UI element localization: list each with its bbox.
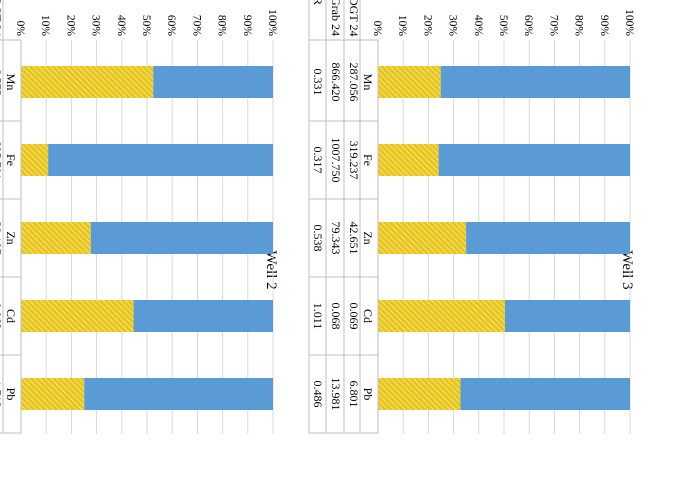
well2-category-label: Zn: [4, 231, 18, 244]
well2-value-dgt: 39.197: [0, 222, 4, 255]
well2-y-tick-label: 70%: [190, 15, 202, 37]
well3-y-tick-label: 10%: [396, 15, 408, 37]
well3-bar-grab-zn: [466, 222, 630, 254]
well2-category-label: Cd: [4, 309, 18, 323]
well2-y-tick-label: 50%: [140, 15, 152, 37]
well2-value-dgt: 6.575: [0, 69, 4, 96]
well2-y-tick-label: 80%: [216, 15, 228, 37]
well2-bar-dgt-pb: [20, 378, 85, 410]
well2-bars: [20, 66, 273, 410]
well2-panel: Well 2 0% 10% 20% 30% 40% 50% 60% 70% 80% 90% 100% P…: [0, 0, 279, 434]
well3-bar-dgt-fe: [378, 144, 439, 176]
well3-value-grab: 866.420: [329, 63, 343, 102]
well2-bar-grab-zn: [90, 222, 273, 254]
well2-y-tick-label: 90%: [241, 15, 253, 37]
well2-y-tick-label: 40%: [115, 15, 127, 37]
well2-category-label: Mn: [4, 74, 18, 91]
well3-bar-grab-fe: [438, 144, 630, 176]
well3-y-tick-label: 100%: [623, 9, 635, 36]
well3-value-dgt: 6.801: [347, 381, 361, 408]
well3-data-table: Mn Fe Zn Cd Pb DGT 24 287.056 319.237 42.651 0.06…: [308, 0, 379, 434]
well3-value-r: 0.317: [311, 147, 325, 174]
well3-y-tick-label: 30%: [447, 15, 459, 37]
well2-y-tick-label: 10%: [39, 15, 51, 37]
well2-bar-grab-fe: [48, 144, 273, 176]
well3-value-grab: 0.068: [329, 303, 343, 330]
well3-bar-grab-pb: [460, 378, 630, 410]
well2-bar-grab-mn: [153, 66, 273, 98]
well2-y-tick-label: 0%: [14, 21, 26, 37]
well3-bar-dgt-mn: [377, 66, 441, 98]
well3-y-tick-label: 60%: [522, 15, 534, 37]
well3-category-label: Pb: [361, 388, 375, 401]
well3-value-dgt: 42.651: [347, 222, 361, 255]
well3-series-label: Grab 24: [329, 0, 343, 36]
well3-series-label: R: [311, 0, 325, 5]
well3-value-dgt: 287.056: [347, 63, 361, 102]
well2-bar-dgt-zn: [21, 222, 91, 254]
well2-bar-dgt-mn: [21, 66, 154, 98]
well3-category-label: Cd: [361, 309, 375, 323]
well2-bar-grab-pb: [84, 378, 273, 410]
well3-y-ticks: 0% 10% 20% 30% 40% 50% 60% 70% 80% 90% 100%: [371, 9, 635, 36]
well2-value-dgt: 1.718: [0, 381, 4, 408]
well2-y-tick-label: 100%: [266, 9, 278, 36]
well3-series-label: DGT 24: [347, 0, 361, 36]
well3-value-r: 0.331: [311, 69, 325, 96]
well3-y-tick-label: 80%: [573, 15, 585, 37]
well3-bar-grab-cd: [504, 300, 630, 332]
well3-value-r: 1.011: [311, 303, 325, 330]
well3-value-dgt: 0.069: [347, 303, 361, 330]
well3-panel: Well 3 0% 10% 20% 30% 40% 50% 60% 70% 80% 90% 100% P…: [308, 0, 635, 434]
well3-y-tick-label: 20%: [421, 15, 433, 37]
well2-y-tick-label: 60%: [165, 15, 177, 37]
well3-category-label: Zn: [361, 231, 375, 244]
well3-y-tick-label: 40%: [472, 15, 484, 37]
well3-value-r: 0.486: [311, 381, 325, 408]
well2-category-label: Fe: [4, 154, 18, 166]
well3-y-tick-label: 70%: [547, 15, 559, 37]
well3-value-grab: 1007.750: [329, 138, 343, 183]
well3-value-grab: 13.981: [329, 378, 343, 411]
well3-bar-dgt-zn: [378, 222, 467, 254]
well2-title: Well 2: [263, 250, 279, 289]
well3-bar-grab-mn: [440, 66, 630, 98]
well2-category-label: Pb: [4, 388, 18, 401]
well3-value-grab: 79.343: [329, 222, 343, 255]
well2-bar-dgt-cd: [21, 300, 134, 332]
well2-y-tick-label: 20%: [64, 15, 76, 37]
well3-value-r: 0.538: [311, 225, 325, 252]
well2-data-table: Mn Fe Zn Cd Pb DGT 24 6.575 695.701 39.197 0.063 1…: [0, 0, 22, 434]
well2-series-label: DGT 24: [0, 0, 4, 36]
well3-bars: [377, 66, 630, 410]
well3-bar-dgt-cd: [378, 300, 505, 332]
well2-bar-dgt-fe: [21, 144, 49, 176]
well2-y-tick-label: 30%: [90, 15, 102, 37]
well3-title: Well 3: [619, 250, 635, 289]
well3-bar-dgt-pb: [378, 378, 461, 410]
well2-value-dgt: 0.063: [0, 303, 4, 330]
well3-category-label: Mn: [361, 74, 375, 91]
well3-y-tick-label: 0%: [371, 21, 383, 37]
well2-value-dgt: 695.701: [0, 141, 4, 180]
well3-y-tick-label: 90%: [598, 15, 610, 37]
well3-y-tick-label: 50%: [497, 15, 509, 37]
well2-bar-grab-cd: [133, 300, 273, 332]
well3-category-label: Fe: [361, 154, 375, 166]
well3-value-dgt: 319.237: [347, 141, 361, 180]
well2-y-ticks: 0% 10% 20% 30% 40% 50% 60% 70% 80% 90% 100%: [14, 9, 278, 36]
